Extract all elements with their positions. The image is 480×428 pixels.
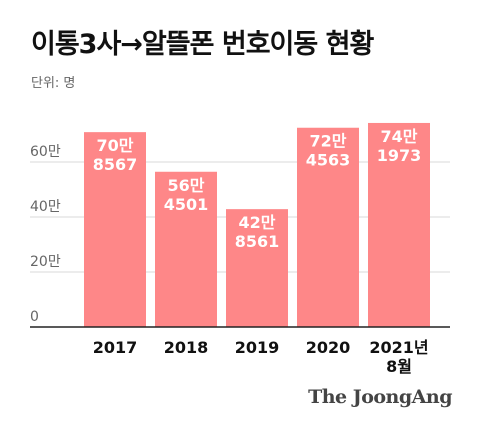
data-label: 74만 — [381, 127, 418, 146]
data-label: 42만 — [239, 213, 276, 232]
y-tick-label: 60만 — [30, 144, 61, 160]
x-tick-label: 8월 — [386, 357, 412, 376]
bar — [297, 127, 359, 327]
bar — [226, 209, 288, 327]
y-tick-label: 20만 — [30, 254, 61, 270]
data-label: 70만 — [97, 136, 134, 155]
data-label: 4501 — [164, 195, 209, 214]
y-tick-label: 40만 — [30, 199, 61, 215]
data-label: 4563 — [306, 151, 351, 170]
bar — [368, 122, 430, 327]
data-label: 56만 — [168, 176, 205, 195]
x-tick-label: 2020 — [306, 338, 351, 357]
bar — [155, 171, 217, 327]
unit-label: 단위: 명 — [31, 76, 76, 91]
chart-title: 이통3사→알뜰폰 번호이동 현황 — [31, 29, 374, 60]
x-tick-label: 2017 — [93, 338, 138, 357]
x-tick-label: 2018 — [164, 338, 209, 357]
brand-logo: The JoongAng — [308, 386, 452, 408]
bar — [84, 132, 146, 327]
data-label: 8567 — [93, 155, 138, 174]
data-label: 72만 — [310, 132, 347, 151]
x-tick-label: 2021년 — [369, 338, 428, 357]
data-label: 8561 — [235, 232, 280, 251]
x-tick-label: 2019 — [235, 338, 280, 357]
y-tick-label: 0 — [30, 309, 39, 325]
data-label: 1973 — [377, 146, 422, 165]
